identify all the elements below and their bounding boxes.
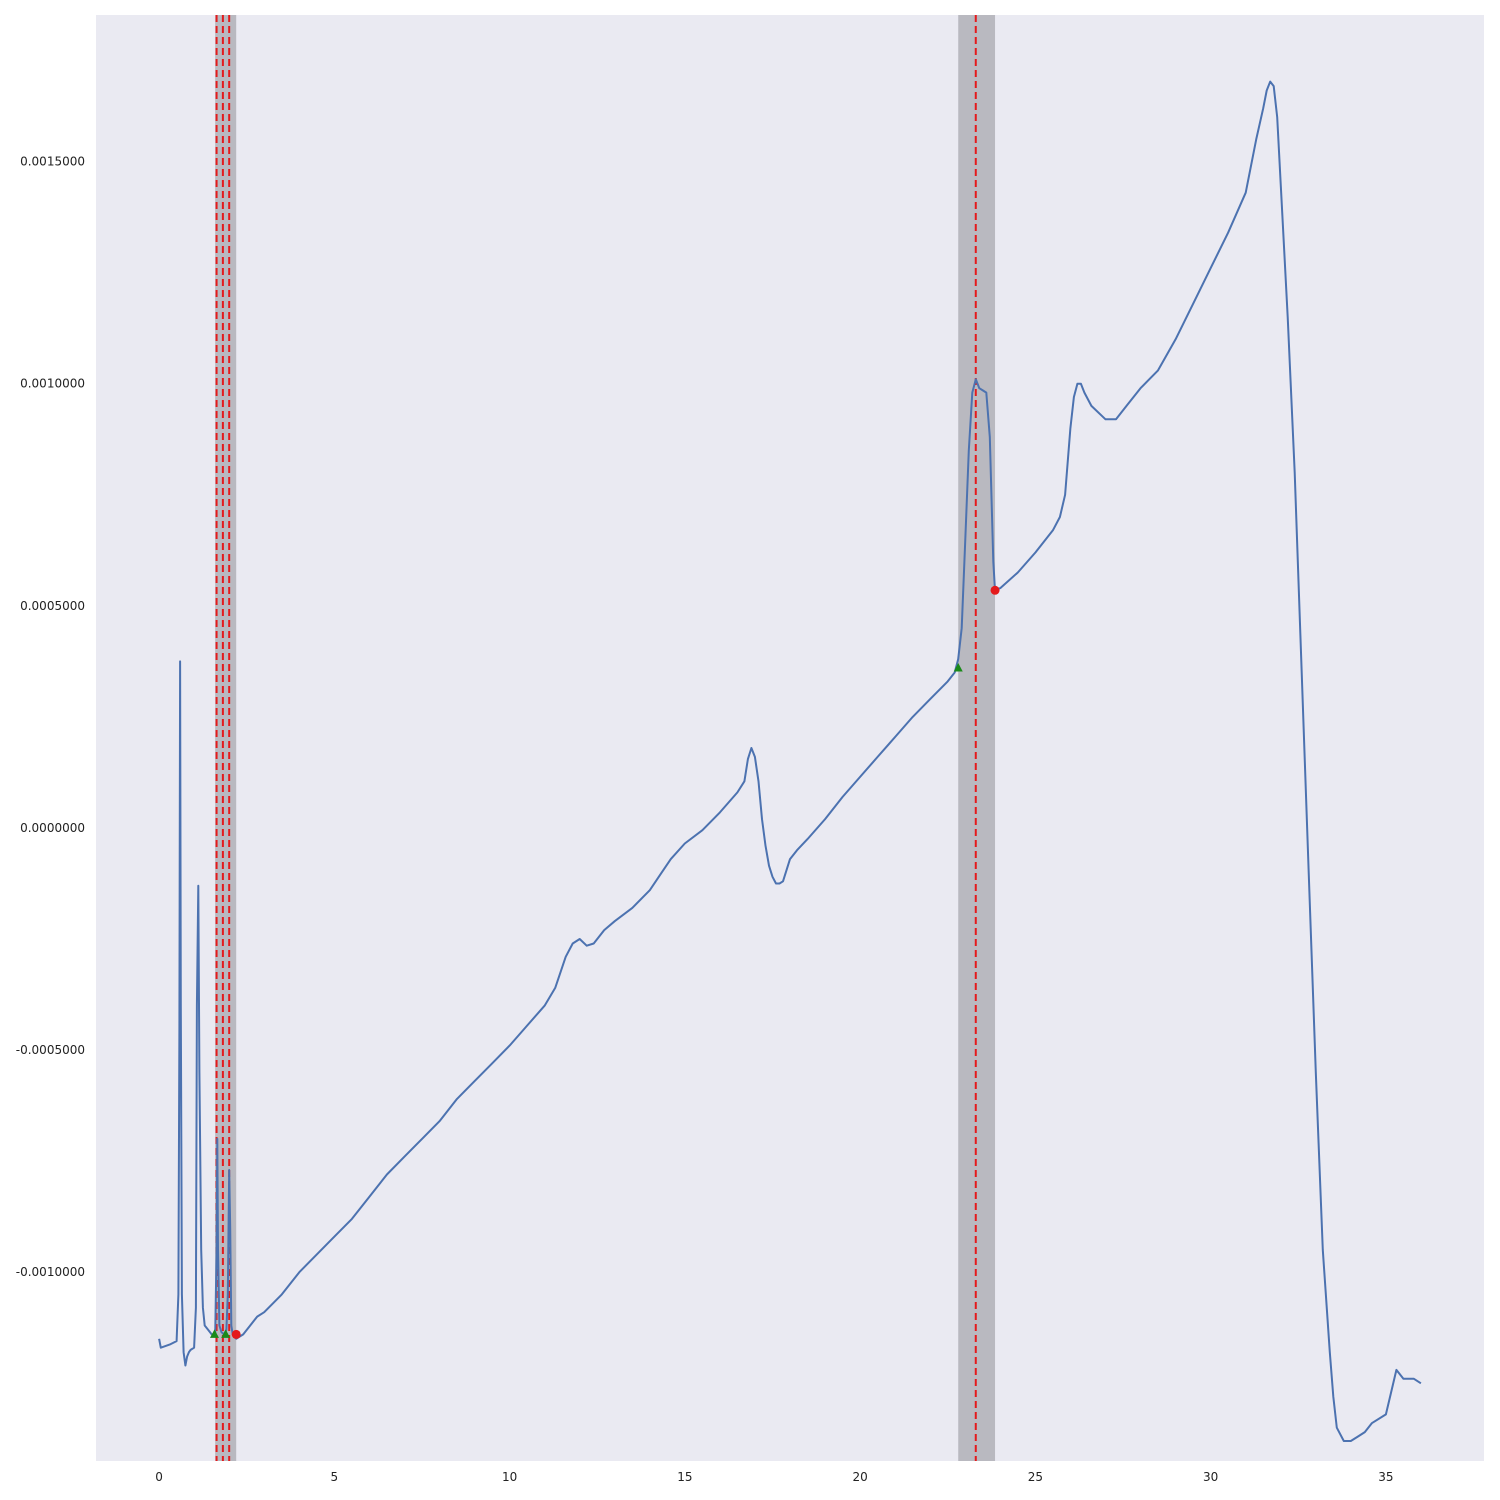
y-tick-label: -0.0005000	[16, 1043, 85, 1057]
x-tick-label: 35	[1378, 1470, 1393, 1484]
series-line	[158, 80, 1422, 1442]
x-tick-label: 30	[1203, 1470, 1218, 1484]
start-marker	[953, 663, 963, 672]
y-tick-label: 0.0015000	[20, 155, 85, 169]
x-axis: 0 5 10 15 20 25 30 35	[155, 1470, 1393, 1484]
x-tick-label: 5	[331, 1470, 339, 1484]
y-tick-label: 0.0000000	[20, 821, 85, 835]
highlight-spans	[215, 15, 996, 1461]
y-axis: -0.0010000 -0.0005000 0.0000000 0.0005000 0.…	[16, 155, 85, 1280]
series-group	[158, 80, 1422, 1442]
end-marker	[231, 1329, 241, 1339]
x-tick-label: 0	[155, 1470, 163, 1484]
x-tick-label: 10	[502, 1470, 517, 1484]
y-tick-label: 0.0010000	[20, 377, 85, 391]
start-marker	[209, 1329, 219, 1338]
y-tick-label: 0.0005000	[20, 599, 85, 613]
x-tick-label: 20	[852, 1470, 867, 1484]
x-tick-label: 15	[677, 1470, 692, 1484]
highlight-span	[215, 15, 237, 1461]
end-marker	[990, 585, 1000, 595]
plot-area	[96, 15, 1484, 1461]
marker-group	[209, 585, 1000, 1339]
highlight-span	[958, 15, 996, 1461]
start-marker	[221, 1329, 231, 1338]
y-tick-label: -0.0010000	[16, 1265, 85, 1279]
x-tick-label: 25	[1028, 1470, 1043, 1484]
